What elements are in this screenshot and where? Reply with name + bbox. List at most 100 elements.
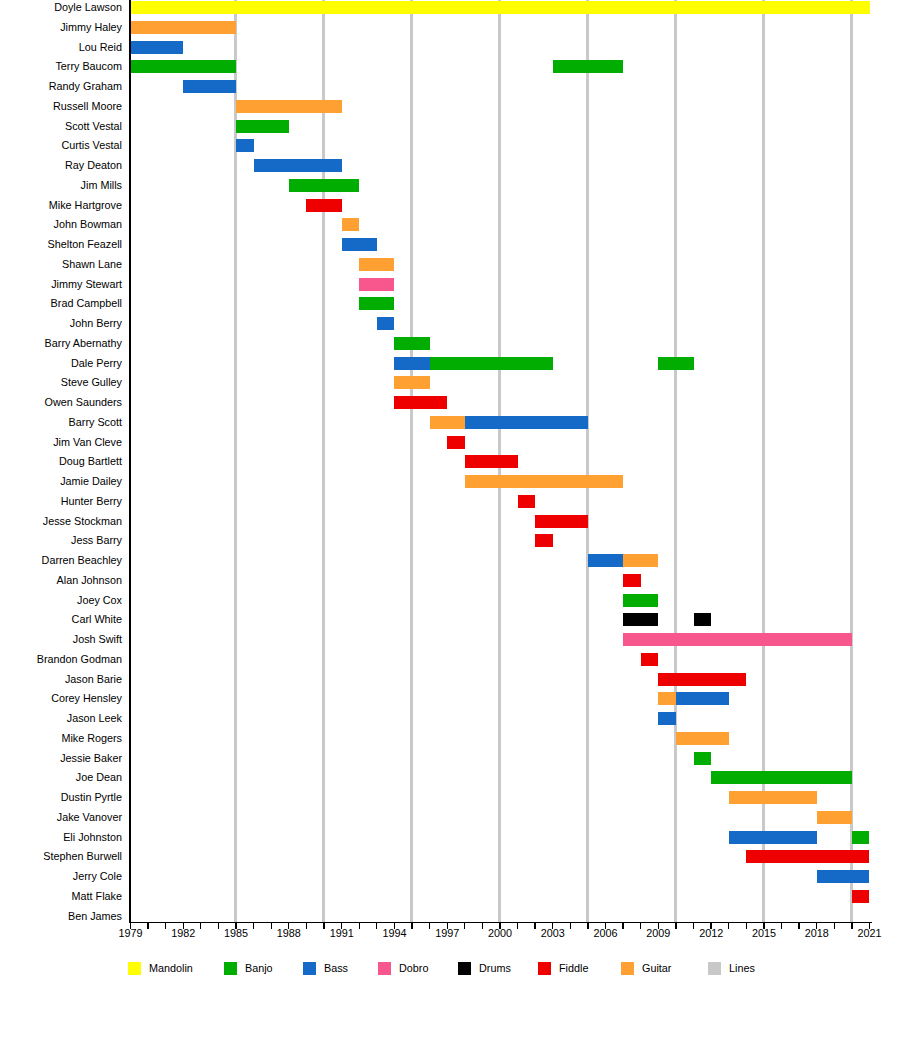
row-label: Ben James <box>0 910 122 923</box>
x-axis-label: 2012 <box>691 927 731 939</box>
timeline-bar <box>518 495 536 508</box>
legend-label: Mandolin <box>149 962 193 975</box>
legend-swatch-guitar <box>621 962 634 975</box>
x-axis-label: 1982 <box>163 927 203 939</box>
legend-label: Dobro <box>399 962 428 975</box>
timeline-bar <box>553 60 623 73</box>
row-label: Terry Baucom <box>0 60 122 73</box>
timeline-bar <box>623 633 852 646</box>
timeline-bar <box>852 890 870 903</box>
timeline-bar <box>711 771 852 784</box>
legend-label: Banjo <box>245 962 273 975</box>
row-label: Jessie Baker <box>0 752 122 765</box>
timeline-bar <box>430 416 465 429</box>
timeline-bar <box>236 120 289 133</box>
gridline-1995 <box>410 0 413 922</box>
row-label: Steve Gulley <box>0 376 122 389</box>
timeline-bar <box>658 712 676 725</box>
legend-label: Bass <box>324 962 348 975</box>
timeline-bar <box>641 653 659 666</box>
row-label: Jim Van Cleve <box>0 436 122 449</box>
row-label: Alan Johnson <box>0 574 122 587</box>
x-axis-label: 2006 <box>586 927 626 939</box>
row-label: Darren Beachley <box>0 554 122 567</box>
timeline-bar <box>623 554 658 567</box>
timeline-bar <box>359 297 394 310</box>
row-label: Joey Cox <box>0 594 122 607</box>
gridline-2010 <box>674 0 677 922</box>
x-axis-label: 2015 <box>744 927 784 939</box>
timeline-bar <box>729 791 817 804</box>
x-axis-label: 2003 <box>533 927 573 939</box>
row-label: Barry Abernathy <box>0 337 122 350</box>
row-label: Hunter Berry <box>0 495 122 508</box>
legend-item-guitar: Guitar <box>621 962 711 976</box>
timeline-bar <box>131 1 870 14</box>
row-label: Joe Dean <box>0 771 122 784</box>
row-label: Barry Scott <box>0 416 122 429</box>
x-axis-label: 1979 <box>111 927 151 939</box>
legend-swatch-bass <box>303 962 316 975</box>
timeline-bar <box>658 673 746 686</box>
timeline-bar <box>694 752 712 765</box>
timeline-bar <box>394 376 429 389</box>
row-label: Jimmy Haley <box>0 21 122 34</box>
legend-item-mandolin: Mandolin <box>128 962 218 976</box>
y-axis-line <box>129 0 131 923</box>
timeline-bar <box>289 179 359 192</box>
row-label: Scott Vestal <box>0 120 122 133</box>
timeline-bar <box>746 850 869 863</box>
timeline-bar <box>306 199 341 212</box>
row-label: John Bowman <box>0 218 122 231</box>
timeline-bar <box>658 692 676 705</box>
membership-timeline-chart: 1979198219851988199119941997200020032006… <box>0 0 900 1040</box>
legend-item-lines: Lines <box>708 962 798 976</box>
legend-swatch-fiddle <box>538 962 551 975</box>
row-label: Doug Bartlett <box>0 455 122 468</box>
timeline-bar <box>183 80 236 93</box>
timeline-bar <box>131 41 184 54</box>
row-label: Mike Rogers <box>0 732 122 745</box>
legend-swatch-dobro <box>378 962 391 975</box>
timeline-bar <box>377 317 395 330</box>
timeline-bar <box>817 811 852 824</box>
timeline-bar <box>342 238 377 251</box>
timeline-bar <box>588 554 623 567</box>
timeline-bar <box>394 357 429 370</box>
row-label: Jimmy Stewart <box>0 278 122 291</box>
row-label: Jason Barie <box>0 673 122 686</box>
row-label: Jake Vanover <box>0 811 122 824</box>
timeline-bar <box>465 416 588 429</box>
timeline-bar <box>623 574 641 587</box>
timeline-bar <box>236 100 342 113</box>
row-label: Russell Moore <box>0 100 122 113</box>
legend-swatch-lines <box>708 962 721 975</box>
row-label: Matt Flake <box>0 890 122 903</box>
x-axis-label: 1985 <box>216 927 256 939</box>
legend-label: Fiddle <box>559 962 588 975</box>
x-axis-label: 1997 <box>427 927 467 939</box>
timeline-bar <box>131 21 237 34</box>
x-axis-label: 2009 <box>638 927 678 939</box>
timeline-bar <box>535 515 588 528</box>
timeline-bar <box>535 534 553 547</box>
timeline-bar <box>676 692 729 705</box>
row-label: Jason Leek <box>0 712 122 725</box>
row-label: Jim Mills <box>0 179 122 192</box>
timeline-bar <box>676 732 729 745</box>
timeline-bar <box>658 357 693 370</box>
row-label: Eli Johnston <box>0 831 122 844</box>
row-label: Jess Barry <box>0 534 122 547</box>
row-label: Carl White <box>0 613 122 626</box>
row-label: Brad Campbell <box>0 297 122 310</box>
row-label: Corey Hensley <box>0 692 122 705</box>
x-axis-label: 1991 <box>322 927 362 939</box>
gridline-1990 <box>322 0 325 922</box>
legend-label: Lines <box>729 962 755 975</box>
legend-label: Drums <box>479 962 511 975</box>
row-label: Shawn Lane <box>0 258 122 271</box>
timeline-bar <box>694 613 712 626</box>
row-label: Jerry Cole <box>0 870 122 883</box>
gridline-2005 <box>586 0 589 922</box>
legend-item-fiddle: Fiddle <box>538 962 628 976</box>
